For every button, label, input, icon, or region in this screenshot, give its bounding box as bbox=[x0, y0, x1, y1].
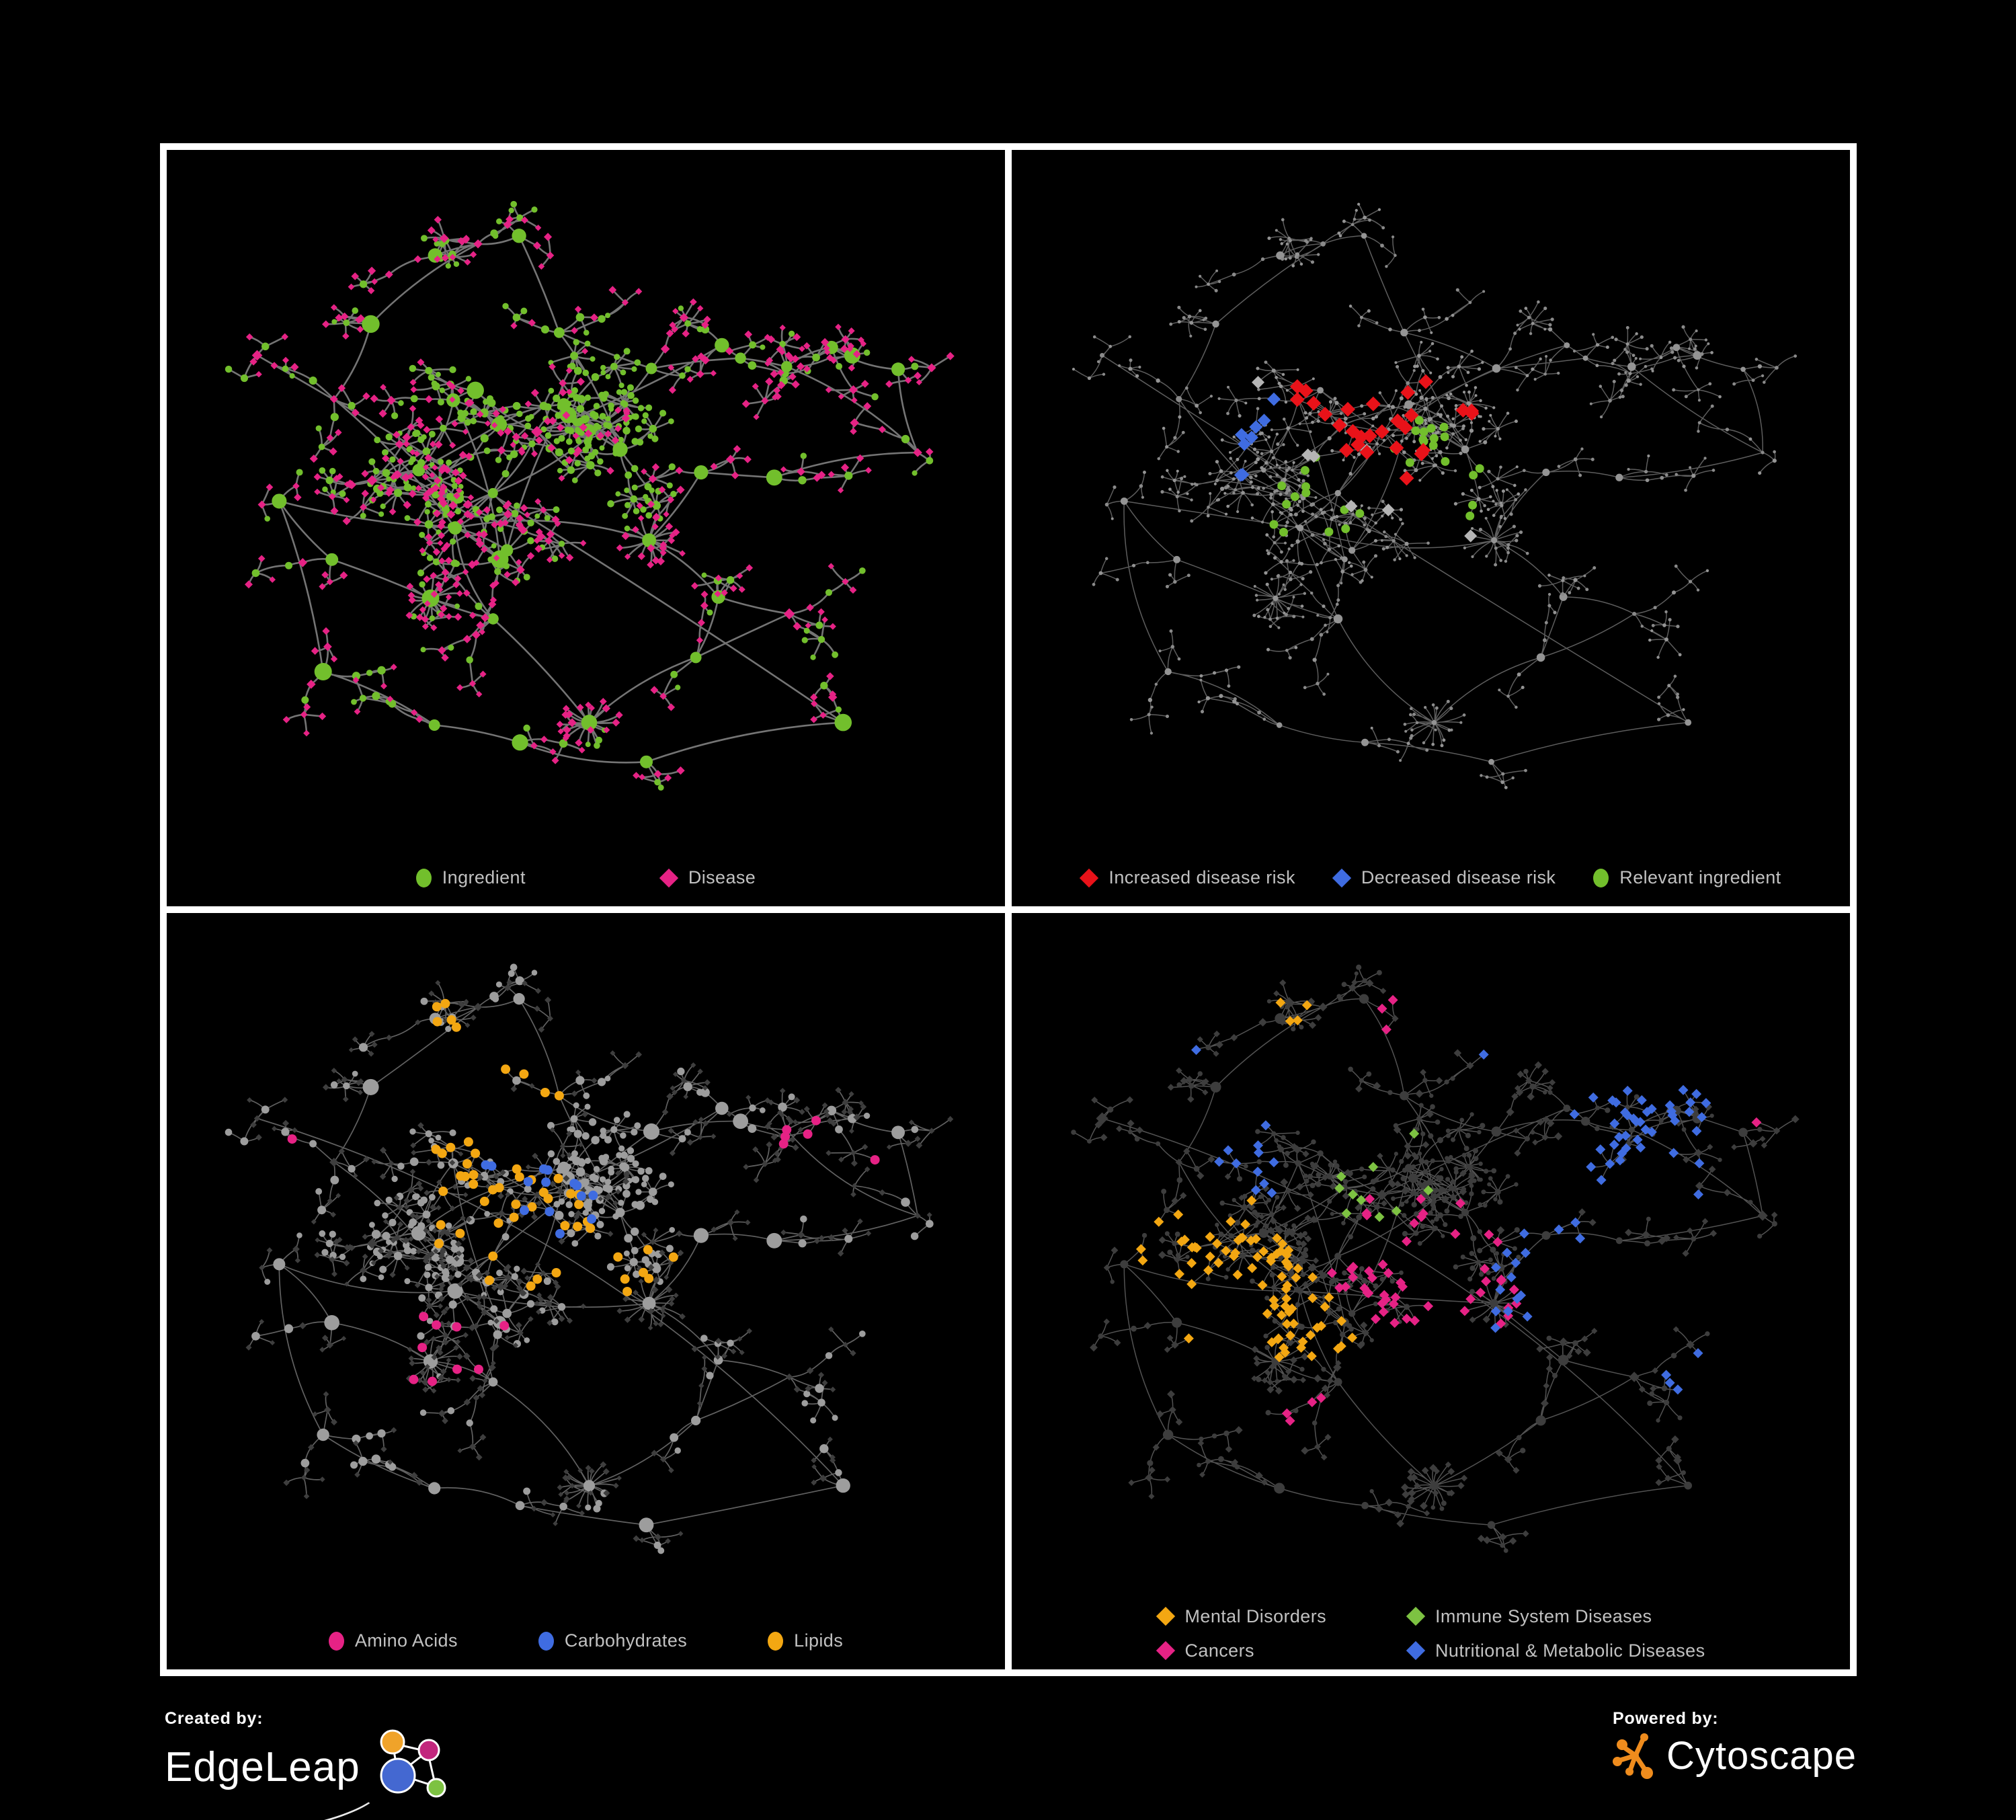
legend-swatch-diamond bbox=[1406, 1606, 1426, 1626]
legend-swatch-circle bbox=[768, 1631, 784, 1651]
legend-label: Ingredient bbox=[442, 867, 526, 887]
legend-label: Immune System Diseases bbox=[1435, 1606, 1652, 1626]
powered-by-lockup: Powered by: Cytoscape bbox=[1612, 1709, 1857, 1780]
legend-swatch-circle bbox=[415, 868, 432, 887]
legend: Mental Disorders Immune System Diseases Ca… bbox=[1012, 1597, 1850, 1669]
legend-label: Carbohydrates bbox=[564, 1630, 688, 1651]
cytoscape-brand: Cytoscape bbox=[1666, 1734, 1857, 1778]
legend-item: Immune System Diseases bbox=[1406, 1606, 1705, 1627]
network-nodes bbox=[1071, 964, 1777, 1553]
legend-label: Decreased disease risk bbox=[1361, 867, 1556, 887]
network-nodes-highlighted bbox=[431, 998, 678, 1296]
network-nodes-highlighted bbox=[1289, 374, 1480, 486]
legend-item: Decreased disease risk bbox=[1332, 867, 1556, 888]
created-by-label: Created by: bbox=[165, 1709, 264, 1728]
legend-swatch-diamond bbox=[1406, 1640, 1426, 1661]
network-edges bbox=[1073, 967, 1796, 1551]
legend-swatch-diamond bbox=[1156, 1606, 1175, 1626]
panel-disease-categories: Mental Disorders Immune System Diseases Ca… bbox=[1012, 913, 1850, 1669]
legend-item: Cancers bbox=[1156, 1640, 1326, 1661]
network-nodes bbox=[245, 215, 955, 782]
legend-swatch-diamond bbox=[1080, 868, 1099, 887]
edgeleap-brand: EdgeLeap bbox=[165, 1744, 360, 1790]
network-edges bbox=[1073, 204, 1796, 788]
created-by-lockup: Created by: EdgeLeap bbox=[149, 1709, 450, 1820]
network-nodes-highlighted bbox=[1135, 997, 1358, 1363]
panel-grid: Ingredient Disease Increased disease risk… bbox=[160, 143, 1857, 1676]
legend-item: Ingredient bbox=[415, 867, 526, 888]
network-nodes-highlighted bbox=[481, 1160, 598, 1238]
panel-disease-risk: Increased disease risk Decreased disease … bbox=[1012, 150, 1850, 906]
legend-label: Mental Disorders bbox=[1184, 1606, 1326, 1626]
network-nodes bbox=[245, 979, 954, 1544]
legend-swatch-circle bbox=[538, 1631, 554, 1651]
network-nodes-highlighted bbox=[1281, 994, 1762, 1426]
legend-item: Nutritional & Metabolic Diseases bbox=[1406, 1640, 1705, 1661]
legend-label: Amino Acids bbox=[354, 1630, 458, 1651]
legend-item: Carbohydrates bbox=[538, 1630, 687, 1651]
cytoscape-logo-icon bbox=[1612, 1733, 1653, 1779]
panel-nutrient-classes: Amino Acids Carbohydrates Lipids bbox=[167, 913, 1005, 1669]
network-nodes bbox=[225, 963, 934, 1554]
legend-swatch-circle bbox=[1593, 868, 1609, 887]
edgeleap-logo-icon bbox=[380, 1729, 446, 1798]
legend: Ingredient Disease bbox=[167, 849, 1005, 906]
legend-item: Mental Disorders bbox=[1156, 1606, 1326, 1627]
network-nodes-highlighted bbox=[1334, 1128, 1434, 1222]
network-edges bbox=[228, 967, 951, 1551]
network-graph-ingredient-disease bbox=[225, 200, 955, 791]
network-nodes bbox=[1090, 979, 1800, 1545]
legend-label: Cancers bbox=[1184, 1640, 1254, 1661]
legend-label: Nutritional & Metabolic Diseases bbox=[1435, 1640, 1705, 1661]
powered-by-label: Powered by: bbox=[1612, 1709, 1719, 1728]
panel-ingredient-disease: Ingredient Disease bbox=[167, 150, 1005, 906]
legend-item: Increased disease risk bbox=[1080, 867, 1295, 888]
legend-label: Relevant ingredient bbox=[1619, 867, 1781, 887]
legend-item: Lipids bbox=[768, 1630, 843, 1651]
legend: Increased disease risk Decreased disease … bbox=[1012, 849, 1850, 906]
legend-swatch-diamond bbox=[659, 868, 679, 887]
network-edges bbox=[228, 204, 951, 788]
legend-label: Increased disease risk bbox=[1108, 867, 1295, 887]
legend-item: Amino Acids bbox=[328, 1630, 458, 1651]
network-nodes bbox=[225, 200, 934, 791]
legend-swatch-circle bbox=[328, 1631, 344, 1651]
legend-label: Disease bbox=[688, 867, 756, 887]
legend: Amino Acids Carbohydrates Lipids bbox=[167, 1612, 1005, 1669]
network-graph-nutrient-classes bbox=[225, 963, 954, 1554]
legend-item: Relevant ingredient bbox=[1593, 867, 1781, 888]
network-nodes-highlighted bbox=[1234, 392, 1281, 482]
network-graph-disease-categories bbox=[1071, 964, 1800, 1553]
network-nodes-highlighted bbox=[1269, 416, 1484, 537]
network-nodes bbox=[1092, 217, 1798, 780]
legend-label: Lipids bbox=[794, 1630, 844, 1651]
network-graph-disease-risk bbox=[1072, 202, 1798, 789]
legend-item: Disease bbox=[659, 867, 756, 888]
legend-swatch-diamond bbox=[1156, 1640, 1175, 1661]
legend-swatch-diamond bbox=[1332, 868, 1352, 887]
